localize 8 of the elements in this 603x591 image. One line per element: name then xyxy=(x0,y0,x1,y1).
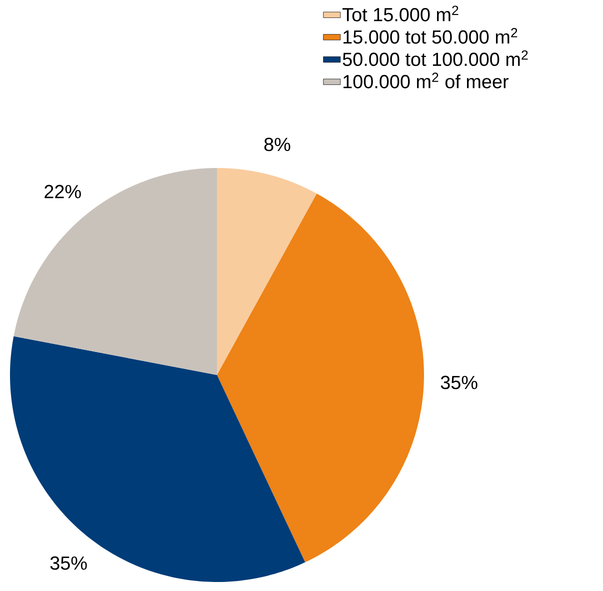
data-label: 8% xyxy=(264,138,290,152)
data-label: 35% xyxy=(440,376,478,390)
data-label: 22% xyxy=(44,184,81,198)
legend-label: 50.000 tot 100.000 m$^{2}$ xyxy=(342,50,528,66)
legend-label: 100.000 m$^{2}$ of meer xyxy=(344,72,508,88)
legend-label: Tot 15.000 m$^{2}$ xyxy=(342,6,458,22)
data-label: 35% xyxy=(50,556,87,570)
legend-label: 15.000 tot 50.000 m$^{2}$ xyxy=(344,28,518,44)
